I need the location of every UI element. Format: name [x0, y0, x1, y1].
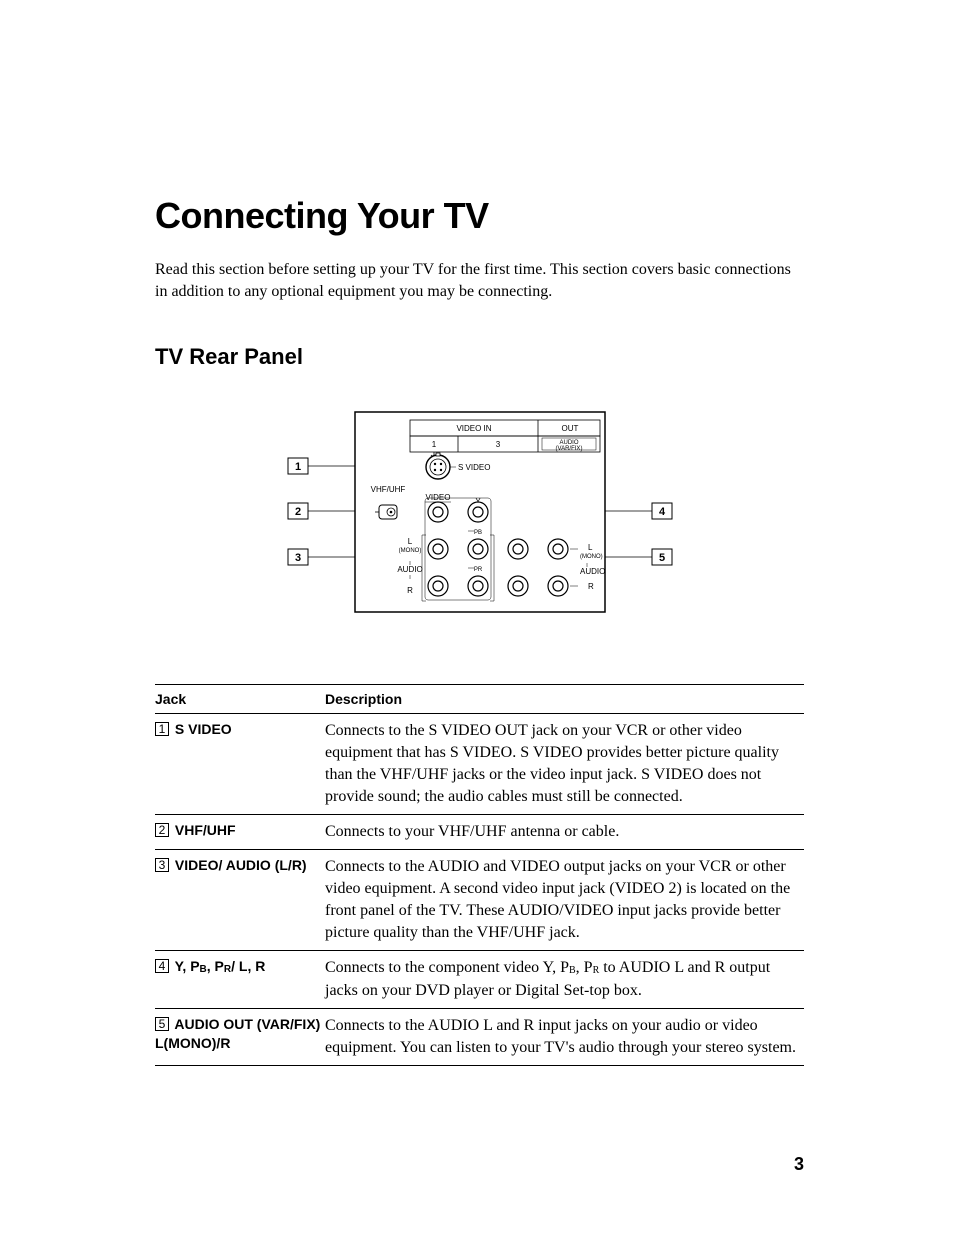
- description-cell: Connects to the S VIDEO OUT jack on your…: [325, 713, 804, 814]
- svg-text:L: L: [588, 543, 593, 552]
- svg-text:PB: PB: [473, 530, 481, 536]
- svg-text:1: 1: [431, 440, 436, 449]
- svg-text:3: 3: [495, 440, 500, 449]
- callout-number: 4: [155, 959, 169, 973]
- rear-panel-diagram: VIDEO IN OUT 1 3 AUDIO (VAR/FIX) S VIDEO VHF/UH…: [155, 394, 804, 634]
- svg-text:VIDEO IN: VIDEO IN: [456, 424, 491, 433]
- svg-text:S VIDEO: S VIDEO: [458, 463, 490, 472]
- th-desc: Description: [325, 684, 804, 713]
- callout-number: 1: [155, 722, 169, 736]
- rear-panel-svg: VIDEO IN OUT 1 3 AUDIO (VAR/FIX) S VIDEO VHF/UH…: [260, 394, 700, 634]
- svg-text:R: R: [407, 586, 413, 595]
- jack-cell: 4 Y, PB, PR/ L, R: [155, 951, 325, 1008]
- svg-text:(VAR/FIX): (VAR/FIX): [555, 446, 582, 452]
- svg-text:2: 2: [294, 506, 300, 518]
- svg-text:AUDIO: AUDIO: [397, 565, 422, 574]
- svg-text:(MONO): (MONO): [398, 548, 421, 554]
- jack-cell: 3 VIDEO/ AUDIO (L/R): [155, 850, 325, 951]
- svg-text:4: 4: [658, 506, 665, 518]
- callout-number: 5: [155, 1017, 169, 1031]
- svg-text:5: 5: [658, 552, 664, 564]
- svg-text:3: 3: [294, 552, 300, 564]
- svg-text:AUDIO: AUDIO: [580, 567, 605, 576]
- table-row: 2 VHF/UHFConnects to your VHF/UHF antenn…: [155, 815, 804, 850]
- svg-text:1: 1: [294, 461, 300, 473]
- table-row: 3 VIDEO/ AUDIO (L/R)Connects to the AUDI…: [155, 850, 804, 951]
- table-row: 1 S VIDEOConnects to the S VIDEO OUT jac…: [155, 713, 804, 814]
- table-row: 5 AUDIO OUT (VAR/FIX) L(MONO)/RConnects …: [155, 1008, 804, 1065]
- section-title: TV Rear Panel: [155, 344, 804, 370]
- jack-cell: 5 AUDIO OUT (VAR/FIX) L(MONO)/R: [155, 1008, 325, 1065]
- page-number: 3: [794, 1154, 804, 1175]
- callout-number: 3: [155, 858, 169, 872]
- page-title: Connecting Your TV: [155, 195, 804, 237]
- svg-text:R: R: [588, 582, 594, 591]
- svg-text:L: L: [407, 537, 412, 546]
- jack-cell: 2 VHF/UHF: [155, 815, 325, 850]
- description-cell: Connects to the AUDIO and VIDEO output j…: [325, 850, 804, 951]
- svg-text:VIDEO: VIDEO: [425, 493, 450, 502]
- svg-text:(MONO): (MONO): [580, 554, 603, 560]
- svg-text:VHF/UHF: VHF/UHF: [370, 485, 405, 494]
- jack-cell: 1 S VIDEO: [155, 713, 325, 814]
- jack-table: Jack Description 1 S VIDEOConnects to th…: [155, 684, 804, 1066]
- th-jack: Jack: [155, 684, 325, 713]
- description-cell: Connects to the component video Y, PB, P…: [325, 951, 804, 1008]
- description-cell: Connects to your VHF/UHF antenna or cabl…: [325, 815, 804, 850]
- table-row: 4 Y, PB, PR/ L, RConnects to the compone…: [155, 951, 804, 1008]
- description-cell: Connects to the AUDIO L and R input jack…: [325, 1008, 804, 1065]
- callout-number: 2: [155, 823, 169, 837]
- intro-paragraph: Read this section before setting up your…: [155, 259, 804, 304]
- svg-text:OUT: OUT: [561, 424, 578, 433]
- svg-text:PR: PR: [473, 567, 482, 573]
